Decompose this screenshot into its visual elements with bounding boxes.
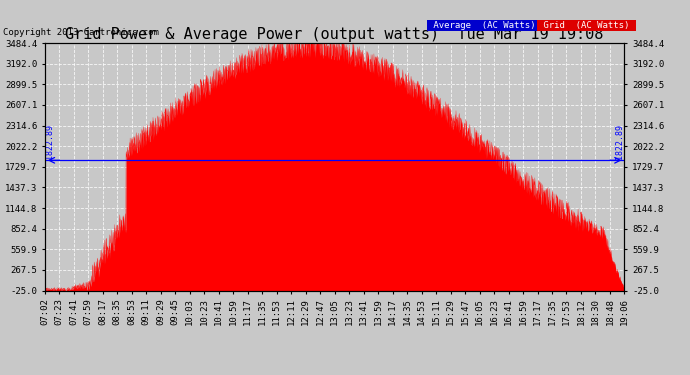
Text: 1822.89: 1822.89 bbox=[615, 124, 624, 159]
Text: Grid  (AC Watts): Grid (AC Watts) bbox=[538, 21, 635, 30]
Text: 1822.89: 1822.89 bbox=[45, 124, 54, 159]
Text: Copyright 2013 Cartronics.com: Copyright 2013 Cartronics.com bbox=[3, 28, 159, 37]
Title: Grid Power & Average Power (output watts)  Tue Mar 19 19:08: Grid Power & Average Power (output watts… bbox=[66, 27, 604, 42]
Text: Average  (AC Watts): Average (AC Watts) bbox=[428, 21, 541, 30]
